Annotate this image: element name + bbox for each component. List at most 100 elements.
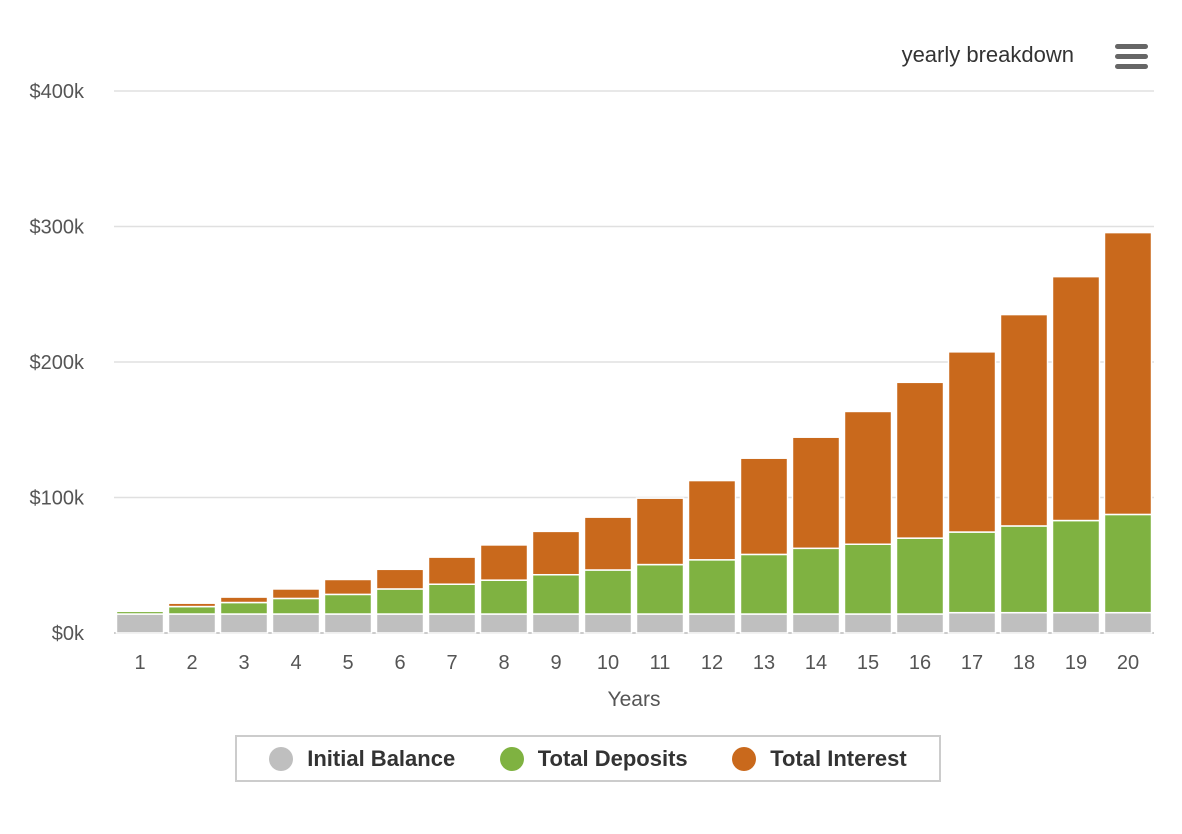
- bar-total-deposits-year-15[interactable]: [843, 543, 893, 615]
- x-tick-label: 4: [290, 652, 301, 674]
- x-tick-label: 9: [550, 652, 561, 674]
- bar-initial-balance-year-3[interactable]: [219, 613, 269, 634]
- legend-marker: [269, 746, 294, 771]
- x-tick-label: 7: [446, 652, 457, 674]
- chart-legend: Initial Balance Total Deposits Total Inter…: [235, 735, 941, 782]
- stacked-bar-chart: $0k$100k$200k$300k$400k 1 2 3 4 5 6 7 8 9 10 11 12 1…: [30, 81, 1154, 711]
- bar-total-deposits-year-19[interactable]: [1051, 519, 1101, 614]
- bar-initial-balance-year-1[interactable]: [115, 613, 165, 634]
- legend-item-initial-balance[interactable]: Initial Balance: [269, 746, 455, 772]
- x-tick-label: 12: [701, 652, 723, 674]
- bar-initial-balance-year-4[interactable]: [271, 613, 321, 634]
- bar-total-deposits-year-14[interactable]: [791, 547, 841, 615]
- bar-total-interest-year-14[interactable]: [791, 436, 841, 550]
- bar-total-deposits-year-5[interactable]: [323, 593, 373, 615]
- bar-total-interest-year-2[interactable]: [167, 602, 217, 608]
- bar-initial-balance-year-17[interactable]: [947, 611, 997, 634]
- bar-total-deposits-year-20[interactable]: [1103, 513, 1153, 614]
- bar-initial-balance-year-16[interactable]: [895, 613, 945, 634]
- x-tick-label: 8: [498, 652, 509, 674]
- legend-marker: [499, 746, 524, 771]
- bar-initial-balance-year-5[interactable]: [323, 613, 373, 634]
- bar-total-deposits-year-12[interactable]: [687, 559, 737, 615]
- bar-total-interest-year-13[interactable]: [739, 457, 789, 556]
- x-tick-label: 5: [342, 652, 353, 674]
- x-tick-label: 16: [909, 652, 931, 674]
- x-axis-title: Years: [608, 688, 661, 711]
- x-tick-label: 15: [857, 652, 879, 674]
- bar-total-deposits-year-4[interactable]: [271, 597, 321, 615]
- bar-initial-balance-year-14[interactable]: [791, 613, 841, 634]
- bar-total-interest-year-5[interactable]: [323, 578, 373, 596]
- bar-total-interest-year-8[interactable]: [479, 544, 529, 581]
- bar-initial-balance-year-2[interactable]: [167, 613, 217, 634]
- bar-total-interest-year-10[interactable]: [583, 516, 633, 571]
- x-tick-label: 18: [1013, 652, 1035, 674]
- bar-total-deposits-year-10[interactable]: [583, 569, 633, 615]
- x-tick-label: 11: [650, 652, 671, 674]
- bar-total-deposits-year-8[interactable]: [479, 579, 529, 615]
- y-tick-label: $200k: [30, 352, 85, 374]
- bar-initial-balance-year-8[interactable]: [479, 613, 529, 634]
- y-tick-label: $400k: [30, 81, 85, 103]
- bar-total-interest-year-17[interactable]: [947, 351, 997, 533]
- bar-total-interest-year-18[interactable]: [999, 313, 1049, 527]
- x-tick-label: 1: [134, 652, 145, 674]
- bar-total-deposits-year-17[interactable]: [947, 531, 997, 614]
- menu-line: [1115, 64, 1148, 69]
- legend-item-total-interest[interactable]: Total Interest: [732, 746, 907, 772]
- bar-total-deposits-year-11[interactable]: [635, 563, 685, 615]
- bar-total-deposits-year-2[interactable]: [167, 605, 217, 615]
- y-axis-ticks: $0k $100k $200k $300k $400k: [30, 81, 85, 645]
- legend-marker: [732, 746, 757, 771]
- bar-initial-balance-year-9[interactable]: [531, 613, 581, 634]
- bars: [115, 231, 1153, 634]
- legend-label: Total Deposits: [537, 745, 688, 771]
- bar-total-interest-year-4[interactable]: [271, 588, 321, 600]
- bar-total-deposits-year-3[interactable]: [219, 601, 269, 615]
- bar-total-interest-year-11[interactable]: [635, 497, 685, 566]
- bar-initial-balance-year-19[interactable]: [1051, 611, 1101, 634]
- bar-total-deposits-year-13[interactable]: [739, 553, 789, 615]
- bar-total-deposits-year-18[interactable]: [999, 525, 1049, 614]
- bar-total-interest-year-12[interactable]: [687, 479, 737, 561]
- bar-initial-balance-year-15[interactable]: [843, 613, 893, 634]
- x-tick-label: 13: [753, 652, 775, 674]
- bar-total-deposits-year-7[interactable]: [427, 583, 477, 615]
- y-tick-label: $100k: [30, 488, 85, 510]
- bar-total-interest-year-7[interactable]: [427, 556, 477, 585]
- x-tick-label: 19: [1065, 652, 1087, 674]
- x-tick-label: 14: [805, 652, 827, 674]
- bar-total-deposits-year-9[interactable]: [531, 573, 581, 615]
- bar-initial-balance-year-13[interactable]: [739, 613, 789, 634]
- x-tick-label: 2: [186, 652, 197, 674]
- bar-total-deposits-year-6[interactable]: [375, 588, 425, 615]
- menu-line: [1115, 54, 1148, 59]
- x-tick-label: 10: [597, 652, 619, 674]
- hamburger-menu-icon[interactable]: [1110, 40, 1152, 74]
- bar-initial-balance-year-10[interactable]: [583, 613, 633, 634]
- legend-label: Total Interest: [770, 745, 907, 771]
- x-tick-label: 3: [238, 652, 249, 674]
- bar-total-interest-year-19[interactable]: [1051, 275, 1101, 522]
- chart-title: yearly breakdown: [901, 42, 1074, 67]
- bar-total-interest-year-3[interactable]: [219, 596, 269, 604]
- bar-total-deposits-year-16[interactable]: [895, 537, 945, 615]
- bar-total-interest-year-6[interactable]: [375, 568, 425, 590]
- bar-initial-balance-year-12[interactable]: [687, 613, 737, 634]
- bar-total-interest-year-9[interactable]: [531, 530, 581, 576]
- legend-item-total-deposits[interactable]: Total Deposits: [499, 745, 688, 772]
- x-axis-ticks: 1 2 3 4 5 6 7 8 9 10 11 12 13 14 15 16 17 18 19 20: [134, 652, 1139, 674]
- bar-initial-balance-year-20[interactable]: [1103, 611, 1153, 634]
- bar-total-interest-year-20[interactable]: [1103, 231, 1153, 516]
- x-tick-label: 20: [1117, 652, 1139, 674]
- bar-total-interest-year-16[interactable]: [895, 381, 945, 539]
- menu-line: [1115, 44, 1148, 49]
- y-tick-label: $300k: [30, 217, 85, 239]
- bar-initial-balance-year-18[interactable]: [999, 611, 1049, 634]
- bar-total-interest-year-15[interactable]: [843, 410, 893, 545]
- bar-initial-balance-year-7[interactable]: [427, 613, 477, 634]
- bar-total-deposits-year-1[interactable]: [115, 610, 165, 615]
- bar-initial-balance-year-11[interactable]: [635, 613, 685, 634]
- bar-initial-balance-year-6[interactable]: [375, 613, 425, 634]
